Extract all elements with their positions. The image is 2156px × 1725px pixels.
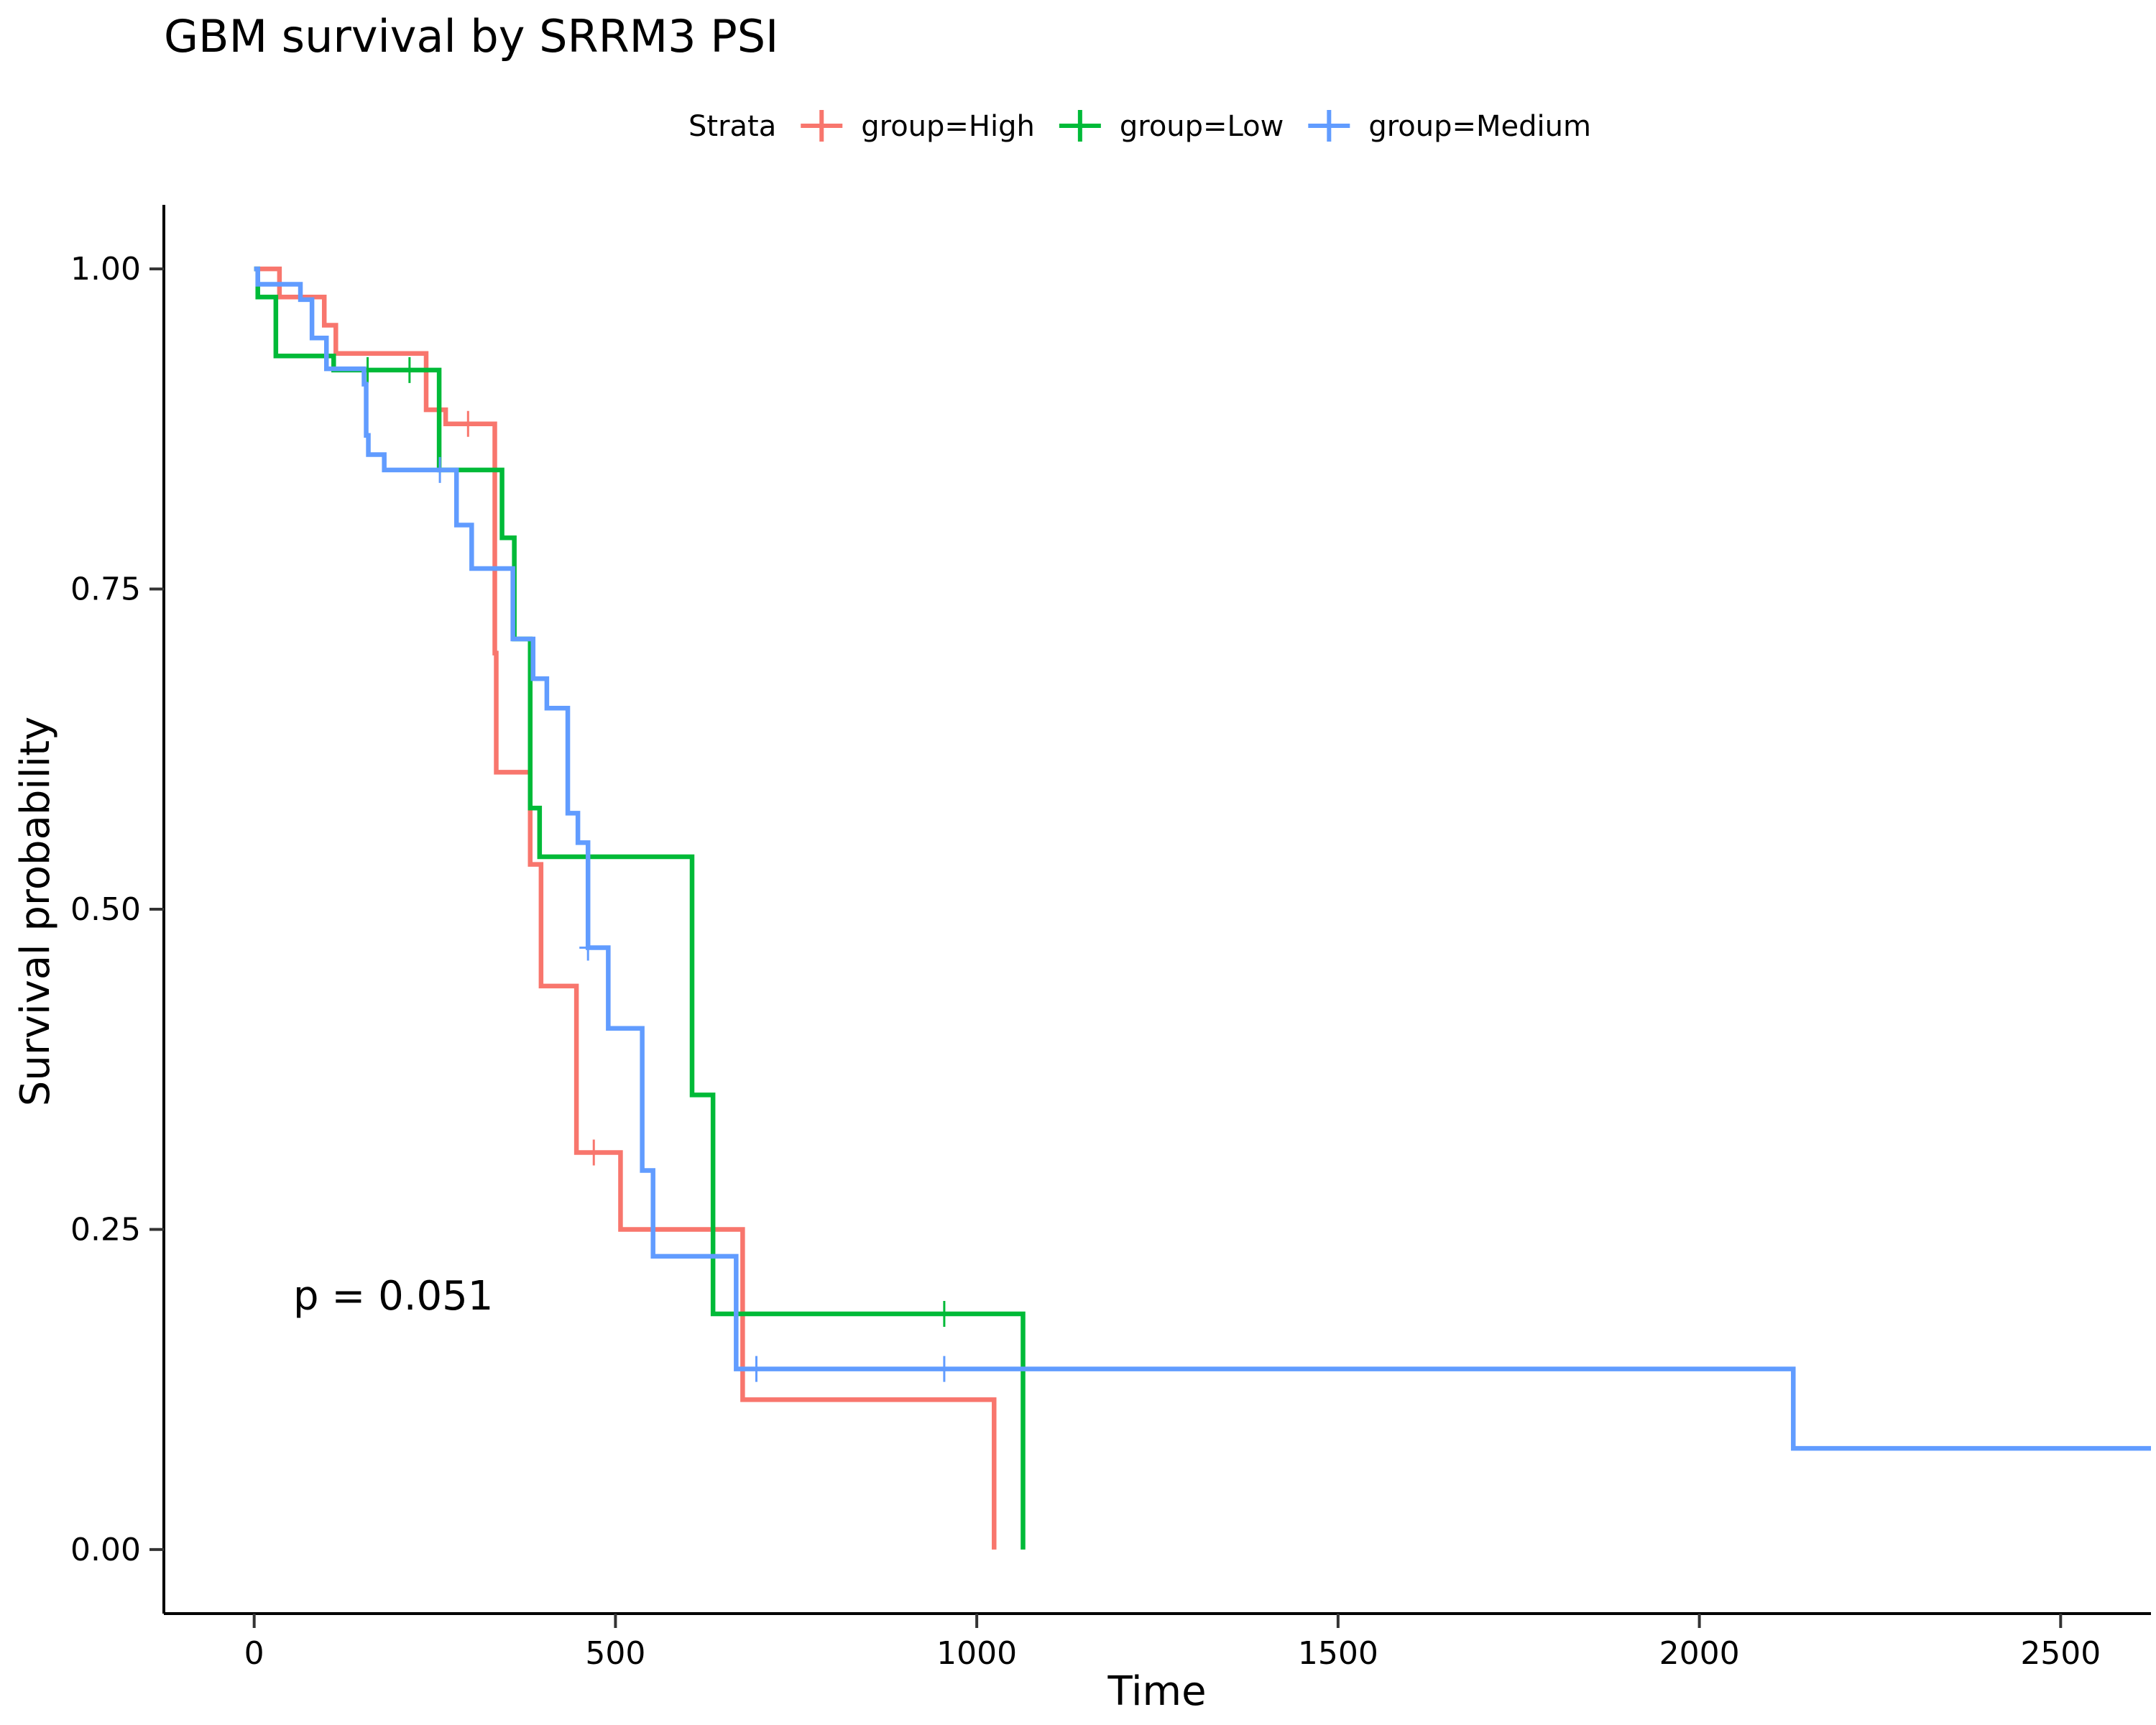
survival-curve-low xyxy=(254,266,1026,1550)
x-tick-label: 500 xyxy=(585,1635,645,1672)
censor-mark-medium xyxy=(579,934,597,961)
chart-title: GBM survival by SRRM3 PSI xyxy=(164,10,778,63)
legend-label-medium: group=Medium xyxy=(1368,110,1591,143)
censor-mark-high xyxy=(459,410,477,437)
x-tick-label: 1500 xyxy=(1298,1635,1378,1672)
plot-area xyxy=(254,266,2151,1550)
legend: Strata group=High group=Low group=Medium xyxy=(688,110,1591,143)
x-axis: 0 500 1000 1500 2000 2500 xyxy=(164,1612,2151,1672)
y-axis-title: Survival probability xyxy=(12,717,59,1106)
x-tick-label: 2000 xyxy=(1659,1635,1740,1672)
legend-key-high xyxy=(801,110,843,142)
y-tick-label: 0.50 xyxy=(70,891,141,928)
legend-key-medium xyxy=(1308,110,1350,142)
censor-mark-low xyxy=(935,1301,953,1328)
censor-mark-medium xyxy=(935,1356,953,1382)
survival-curve-medium xyxy=(254,266,2151,1451)
y-axis: 0.00 0.25 0.50 0.75 1.00 xyxy=(70,205,165,1614)
y-tick-label: 1.00 xyxy=(70,251,141,288)
p-value-annotation: p = 0.051 xyxy=(293,1273,493,1320)
survival-curve-high xyxy=(254,266,997,1550)
x-tick-label: 0 xyxy=(244,1635,264,1672)
y-tick-label: 0.25 xyxy=(70,1211,141,1248)
legend-label-low: group=Low xyxy=(1120,110,1284,143)
x-axis-title: Time xyxy=(1107,1668,1206,1715)
censor-mark-medium xyxy=(431,456,449,483)
x-tick-label: 1000 xyxy=(936,1635,1017,1672)
y-tick-label: 0.75 xyxy=(70,571,141,608)
legend-key-low xyxy=(1059,110,1101,142)
legend-label-high: group=High xyxy=(861,110,1035,143)
censor-mark-low xyxy=(400,356,418,383)
censor-mark-medium xyxy=(747,1356,765,1382)
y-tick-label: 0.00 xyxy=(70,1532,141,1568)
x-tick-label: 2500 xyxy=(2020,1635,2101,1672)
censor-mark-high xyxy=(585,1139,603,1166)
legend-title: Strata xyxy=(688,110,776,143)
